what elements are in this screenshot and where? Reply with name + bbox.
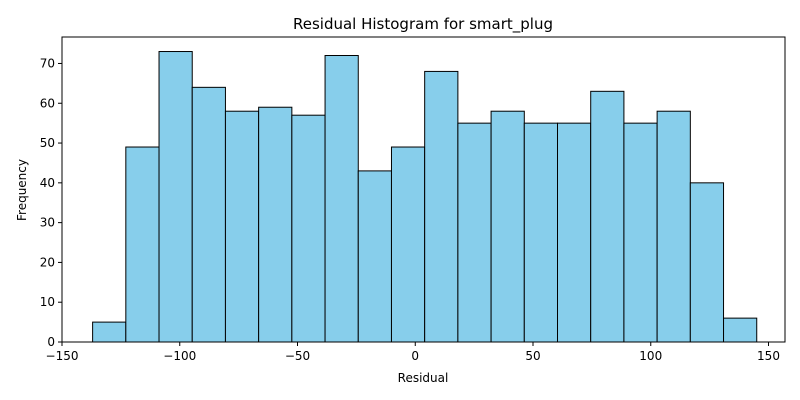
histogram-bar — [723, 317, 758, 343]
chart-title: Residual Histogram for smart_plug — [293, 15, 553, 34]
histogram-bar — [424, 70, 459, 343]
y-tick-label: 50 — [40, 136, 55, 150]
y-tick-label: 30 — [40, 216, 55, 230]
histogram-bar — [523, 122, 559, 343]
x-tick-label: −50 — [285, 349, 310, 363]
y-axis-ticks: 0 10 20 30 40 50 60 70 — [40, 56, 62, 349]
histogram-bar — [158, 51, 193, 343]
histogram-bar — [557, 122, 592, 343]
y-tick-label: 20 — [40, 255, 55, 269]
y-tick-label: 0 — [47, 335, 55, 349]
histogram-bar — [390, 146, 426, 343]
histogram-bar — [623, 122, 658, 343]
histogram-bar — [656, 110, 691, 343]
bars-group — [92, 51, 758, 343]
histogram-bar — [689, 182, 725, 343]
histogram-bar — [92, 321, 127, 343]
x-tick-label: 100 — [639, 349, 662, 363]
histogram-bar — [258, 106, 293, 343]
x-axis-label: Residual — [398, 371, 449, 385]
y-axis-label: Frequency — [15, 159, 29, 221]
x-tick-label: −100 — [163, 349, 196, 363]
y-tick-label: 70 — [40, 56, 55, 70]
histogram-bar — [191, 86, 226, 343]
histogram-bar — [457, 122, 492, 343]
histogram-bar — [357, 170, 392, 343]
histogram-bar — [291, 114, 326, 343]
histogram-bar — [125, 146, 160, 343]
histogram-bar — [490, 110, 525, 343]
plot-frame — [61, 36, 786, 343]
y-tick-label: 40 — [40, 176, 55, 190]
y-tick-label: 10 — [40, 295, 55, 309]
x-tick-label: 50 — [525, 349, 540, 363]
histogram-bar — [324, 55, 359, 343]
x-tick-label: 150 — [757, 349, 780, 363]
x-tick-label: 0 — [411, 349, 419, 363]
histogram-bar — [590, 90, 625, 343]
y-tick-label: 60 — [40, 96, 55, 110]
x-tick-label: −150 — [46, 349, 79, 363]
histogram-bar — [224, 110, 260, 343]
x-axis-ticks: −150 −100 −50 0 50 100 150 — [46, 342, 780, 363]
